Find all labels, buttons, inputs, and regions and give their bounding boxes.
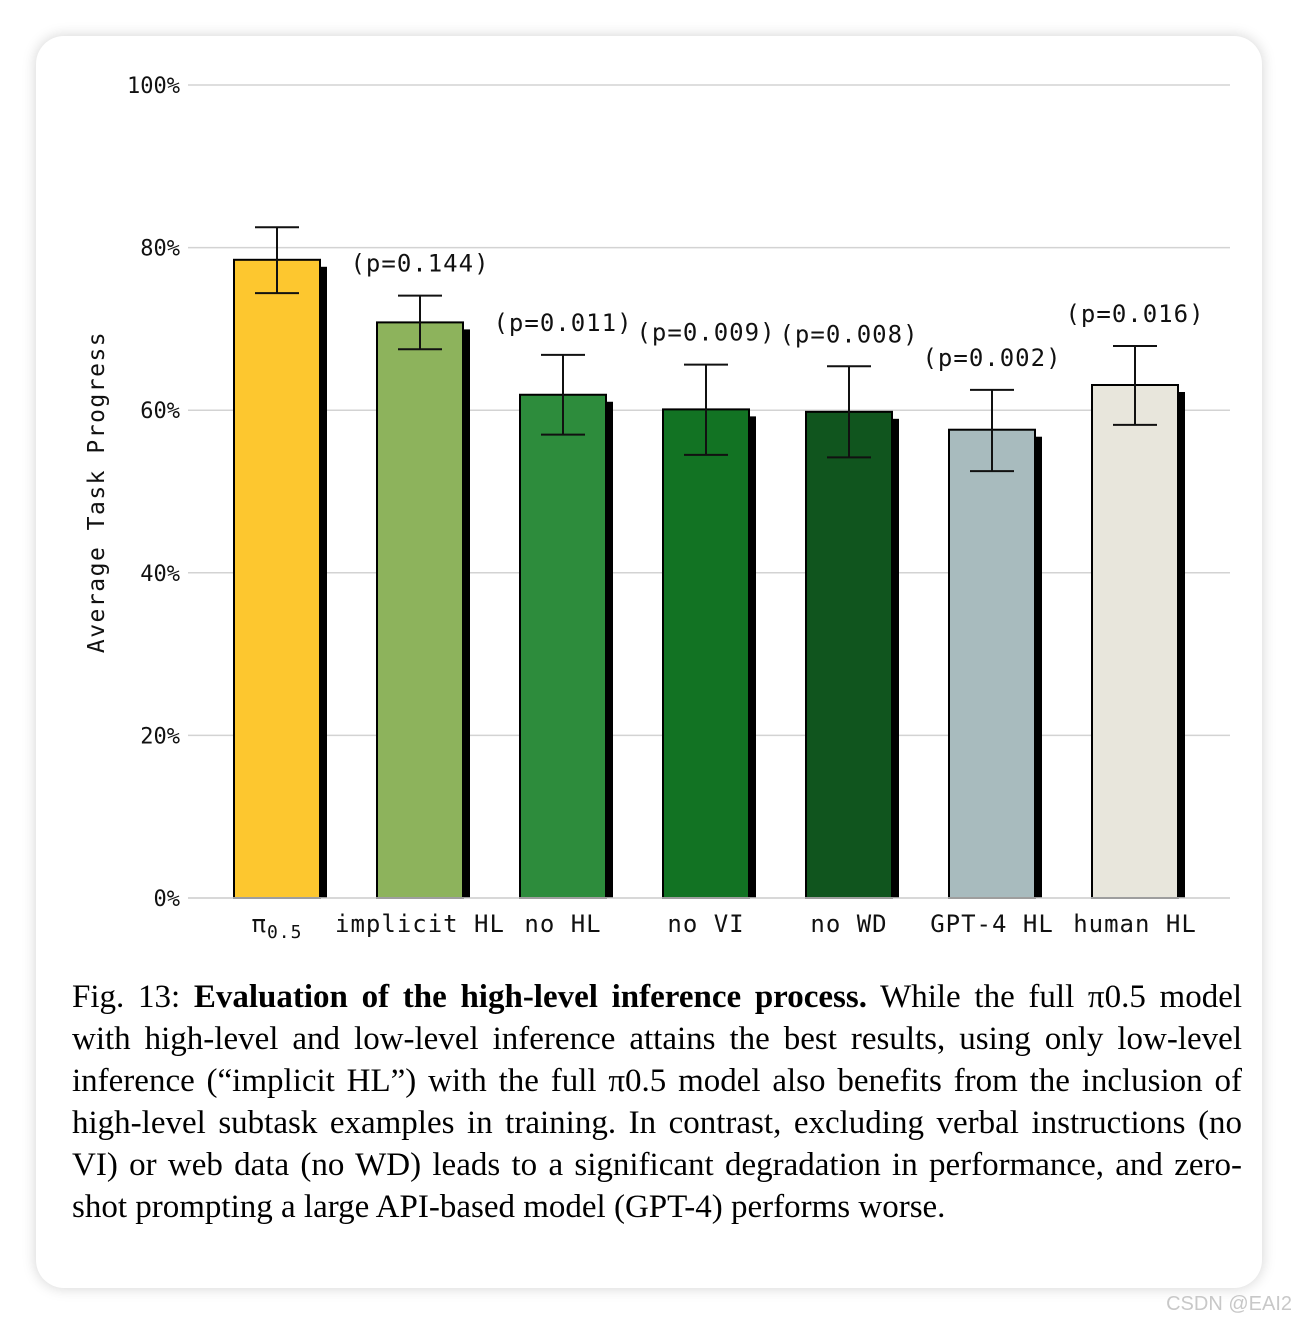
x-tick-label: human HL bbox=[1073, 910, 1197, 938]
caption-body: While the full π0.5 model with high-leve… bbox=[72, 979, 1243, 1225]
x-tick-label: π0.5 bbox=[252, 910, 303, 943]
watermark: CSDN @EAI2 bbox=[1166, 1293, 1292, 1315]
caption-label: Fig. 13: bbox=[72, 979, 181, 1015]
x-tick-label: no WD bbox=[810, 910, 887, 938]
p-value-label: (p=0.009) bbox=[636, 319, 775, 347]
p-value-label: (p=0.011) bbox=[493, 309, 632, 337]
y-tick-label: 20% bbox=[140, 724, 180, 749]
bar bbox=[376, 321, 464, 899]
p-value-label: (p=0.008) bbox=[779, 320, 918, 348]
bar bbox=[519, 393, 607, 899]
p-value-label: (p=0.144) bbox=[350, 250, 489, 278]
x-tick-label: no VI bbox=[667, 910, 744, 938]
x-tick-label: no HL bbox=[524, 910, 601, 938]
p-value-label: (p=0.002) bbox=[922, 344, 1061, 372]
y-tick-label: 100% bbox=[127, 74, 180, 99]
p-value-label: (p=0.016) bbox=[1065, 300, 1204, 328]
bar bbox=[662, 408, 750, 899]
y-axis-label: Average Task Progress bbox=[84, 331, 110, 653]
bar bbox=[233, 258, 321, 900]
caption-title: Evaluation of the high-level inference p… bbox=[193, 979, 867, 1015]
y-tick-label: 60% bbox=[140, 399, 180, 424]
x-tick-label: GPT-4 HL bbox=[930, 910, 1054, 938]
bar-chart: 0% 20% 40% 60% 80% 100% Average Task Progress π… bbox=[84, 74, 1230, 943]
y-tick-label: 40% bbox=[140, 562, 180, 587]
bar bbox=[948, 428, 1036, 899]
x-tick-label: implicit HL bbox=[335, 910, 505, 938]
bar bbox=[1091, 383, 1179, 899]
figure-caption: Fig. 13: Evaluation of the high-level in… bbox=[72, 976, 1242, 1228]
bar bbox=[805, 410, 893, 899]
y-tick-label: 0% bbox=[154, 887, 181, 912]
y-tick-label: 80% bbox=[140, 237, 180, 262]
